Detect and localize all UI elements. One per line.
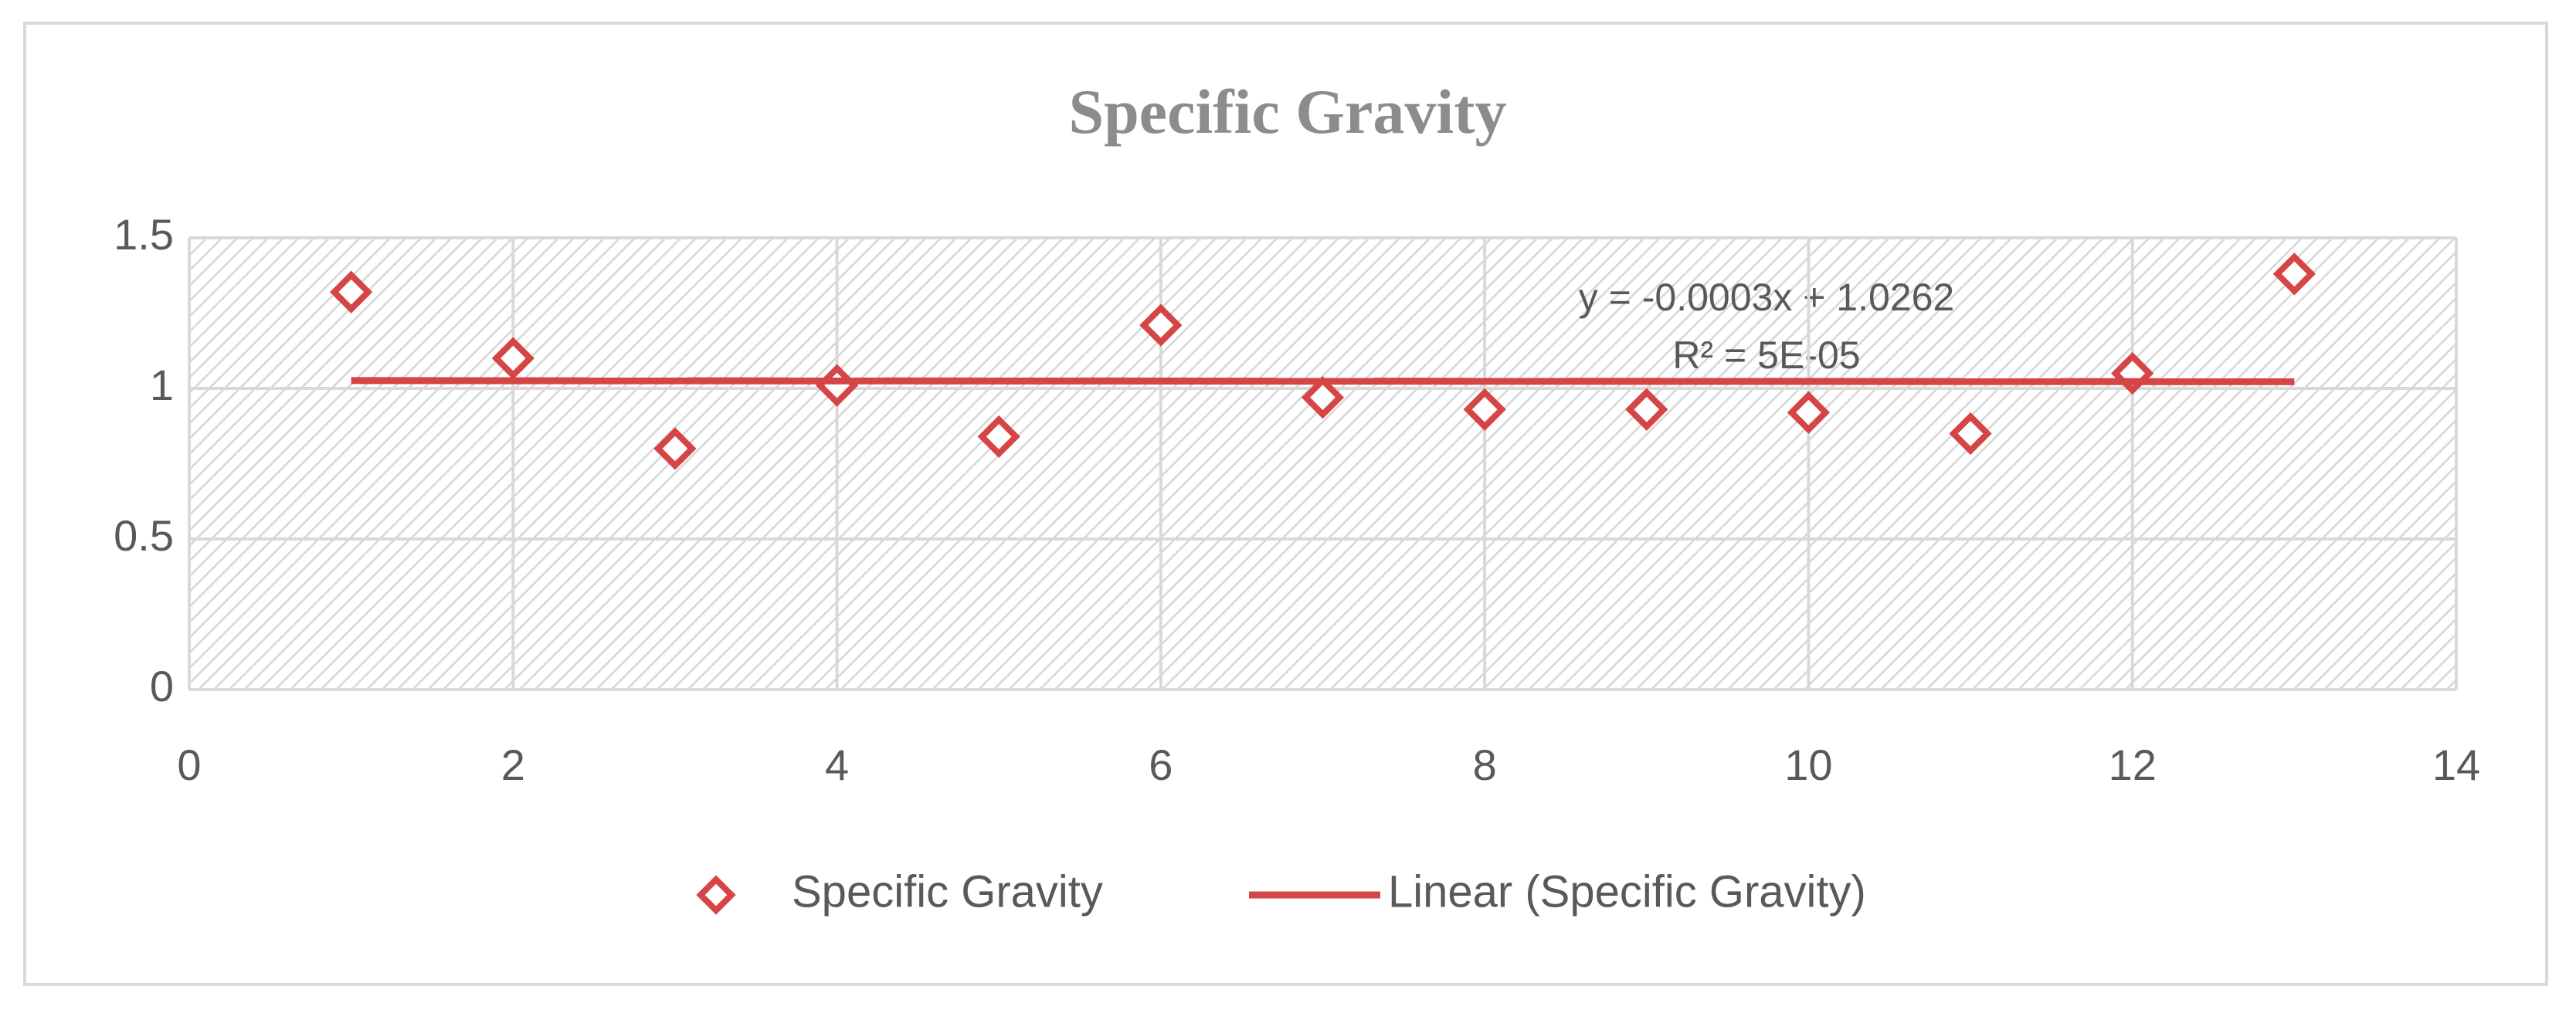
data-point [1949, 412, 1992, 456]
y-tick-label: 0.5 [114, 511, 174, 560]
x-tick-label: 10 [1784, 741, 1832, 789]
legend-label: Specific Gravity [792, 866, 1103, 917]
trend-equation: y = -0.0003x + 1.0262 [1579, 276, 1954, 319]
x-tick-label: 8 [1473, 741, 1497, 789]
data-point [1787, 391, 1831, 434]
x-tick-label: 2 [501, 741, 525, 789]
plot-area [189, 238, 2456, 690]
legend-marker [696, 875, 736, 915]
data-point [329, 270, 373, 314]
data-point [653, 427, 697, 470]
x-tick-label: 14 [2432, 741, 2480, 789]
y-tick-label: 0 [150, 662, 174, 710]
y-tick-label: 1.5 [114, 210, 174, 259]
trend-r-squared: R² = 5E-05 [1672, 334, 1860, 377]
x-tick-label: 4 [825, 741, 849, 789]
x-tick-label: 0 [177, 741, 201, 789]
legend-label: Linear (Specific Gravity) [1388, 866, 1866, 917]
chart-title: Specific Gravity [1068, 76, 1506, 147]
data-point [977, 415, 1020, 459]
x-tick-label: 12 [2109, 741, 2157, 789]
data-point [2272, 252, 2316, 296]
data-point [1625, 388, 1668, 431]
x-tick-label: 6 [1149, 741, 1173, 789]
data-point [1463, 388, 1506, 431]
data-point [491, 337, 535, 380]
data-point [1139, 303, 1183, 347]
y-tick-label: 1 [150, 361, 174, 409]
data-point [1301, 376, 1345, 419]
